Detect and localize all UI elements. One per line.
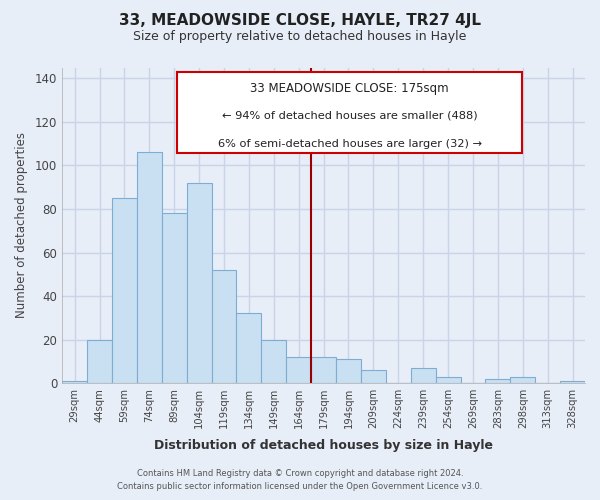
Text: 33, MEADOWSIDE CLOSE, HAYLE, TR27 4JL: 33, MEADOWSIDE CLOSE, HAYLE, TR27 4JL [119, 12, 481, 28]
Y-axis label: Number of detached properties: Number of detached properties [15, 132, 28, 318]
Text: 33 MEADOWSIDE CLOSE: 175sqm: 33 MEADOWSIDE CLOSE: 175sqm [250, 82, 449, 94]
Bar [236, 314, 262, 383]
Bar [87, 340, 112, 383]
Bar [112, 198, 137, 383]
Bar [436, 376, 461, 383]
Bar [62, 381, 87, 383]
Bar [286, 357, 311, 383]
Bar [560, 381, 585, 383]
Bar [336, 359, 361, 383]
Bar [137, 152, 162, 383]
X-axis label: Distribution of detached houses by size in Hayle: Distribution of detached houses by size … [154, 440, 493, 452]
Bar [187, 183, 212, 383]
Bar [361, 370, 386, 383]
Text: ← 94% of detached houses are smaller (488): ← 94% of detached houses are smaller (48… [222, 110, 478, 120]
Text: Size of property relative to detached houses in Hayle: Size of property relative to detached ho… [133, 30, 467, 43]
Bar [311, 357, 336, 383]
Bar [212, 270, 236, 383]
Bar [162, 214, 187, 383]
Bar [262, 340, 286, 383]
Bar [511, 376, 535, 383]
Text: 6% of semi-detached houses are larger (32) →: 6% of semi-detached houses are larger (3… [218, 138, 482, 148]
Text: Contains HM Land Registry data © Crown copyright and database right 2024.
Contai: Contains HM Land Registry data © Crown c… [118, 469, 482, 491]
Bar [411, 368, 436, 383]
FancyBboxPatch shape [177, 72, 522, 152]
Bar [485, 379, 511, 383]
